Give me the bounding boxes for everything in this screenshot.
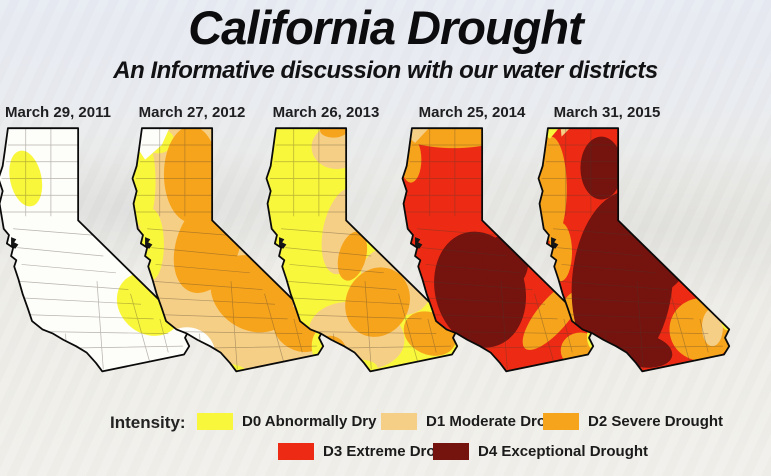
legend-item-d4: D4 Exceptional Drought: [433, 443, 648, 460]
legend-label-d0: D0 Abnormally Dry: [242, 413, 377, 430]
page-title: California Drought: [188, 1, 584, 54]
map-date-2015: March 31, 2015: [553, 104, 661, 121]
page-subtitle: An Informative discussion with our water…: [113, 57, 658, 84]
legend-swatch-d0: [197, 413, 233, 430]
legend-swatch-d2: [543, 413, 579, 430]
legend-label-d4: D4 Exceptional Drought: [478, 443, 649, 460]
legend-item-d1: D1 Moderate Drought: [381, 413, 579, 430]
legend-label-d3: D3 Extreme Drought: [323, 443, 469, 460]
map-date-2011: March 29, 2011: [5, 104, 111, 121]
california-map-2015: [532, 124, 742, 386]
legend-title: Intensity:: [110, 413, 186, 432]
legend-swatch-d1: [381, 413, 417, 430]
legend-swatch-d4: [433, 443, 469, 460]
legend-label-d1: D1 Moderate Drought: [426, 413, 579, 430]
legend-label-d2: D2 Severe Drought: [588, 413, 724, 430]
map-date-2014: March 25, 2014: [418, 104, 526, 121]
legend-item-d3: D3 Extreme Drought: [278, 443, 468, 460]
legend-item-d2: D2 Severe Drought: [543, 413, 723, 430]
map-date-2012: March 27, 2012: [138, 104, 246, 121]
map-date-2013: March 26, 2013: [272, 104, 380, 121]
legend-swatch-d3: [278, 443, 314, 460]
legend-item-d0: D0 Abnormally Dry: [197, 413, 376, 430]
